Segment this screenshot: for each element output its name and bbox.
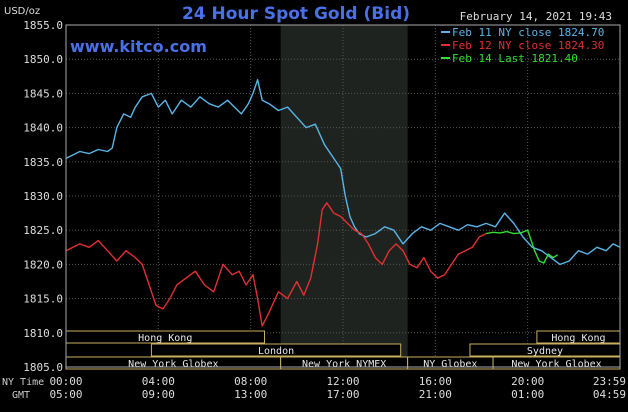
y-tick-label: 1810.0	[23, 327, 63, 340]
chart-date: February 14, 2021 19:43	[460, 10, 612, 23]
x-tick-label-ny: 00:00	[49, 375, 82, 388]
chart-title: 24 Hour Spot Gold (Bid)	[182, 4, 410, 24]
ny-time-row-label: NY Time	[2, 377, 44, 388]
y-tick-label: 1855.0	[23, 19, 63, 32]
session-label: NY Globex	[423, 359, 477, 370]
x-tick-label-ny: 20:00	[511, 375, 544, 388]
session-label: New York NYMEX	[302, 359, 386, 370]
legend-entry-feb11: Feb 11 NY close 1824.70	[452, 26, 604, 39]
y-tick-label: 1835.0	[23, 156, 63, 169]
session-label: Hong Kong	[551, 333, 605, 344]
y-tick-label: 1840.0	[23, 122, 63, 135]
session-label: Hong Kong	[138, 333, 192, 344]
y-tick-label: 1805.0	[23, 361, 63, 374]
legend-entry-feb14: Feb 14 Last 1821.40	[452, 52, 578, 65]
session-label: London	[258, 346, 294, 357]
session-bars: Hong Kong Hong Kong London Sydney New York G…	[65, 330, 621, 370]
y-tick-label: 1845.0	[23, 87, 63, 100]
x-tick-label-gmt: 13:00	[234, 388, 267, 401]
x-tick-label-gmt: 04:59	[593, 388, 626, 401]
x-tick-label-ny: 04:00	[142, 375, 175, 388]
y-tick-label: 1830.0	[23, 190, 63, 203]
x-tick-label-ny: 12:00	[326, 375, 359, 388]
session-bar	[150, 343, 402, 357]
legend: Feb 11 NY close 1824.70 Feb 12 NY close …	[441, 26, 604, 65]
session-label: New York Globex	[128, 359, 218, 370]
session-label: New York Globex	[511, 359, 601, 370]
x-tick-label-gmt: 05:00	[49, 388, 82, 401]
y-tick-label: 1850.0	[23, 53, 63, 66]
x-tick-label-ny: 16:00	[419, 375, 452, 388]
x-tick-label-gmt: 09:00	[142, 388, 175, 401]
gmt-row-label: GMT	[12, 390, 30, 401]
y-tick-labels: 1855.0 1850.0 1845.0 1840.0 1835.0 1830.0 1825…	[23, 19, 63, 374]
x-tick-label-gmt: 17:00	[326, 388, 359, 401]
series-line-2	[485, 229, 559, 264]
plot-frame	[65, 24, 621, 368]
series-lines	[65, 78, 621, 327]
y-tick-label: 1815.0	[23, 293, 63, 306]
y-axis-label: USD/oz	[4, 6, 40, 17]
x-tick-label-ny: 08:00	[234, 375, 267, 388]
watermark: www.kitco.com	[70, 37, 207, 56]
x-tick-label-gmt: 01:00	[511, 388, 544, 401]
x-tick-label-gmt: 21:00	[419, 388, 452, 401]
series-line-1	[65, 202, 487, 327]
legend-entry-feb12: Feb 12 NY close 1824.30	[452, 39, 604, 52]
nymex-session-shade	[280, 25, 408, 367]
session-label: Sydney	[527, 346, 563, 357]
series-line-0	[65, 78, 621, 266]
y-tick-label: 1825.0	[23, 224, 63, 237]
x-tick-label-ny: 23:59	[593, 375, 626, 388]
y-tick-label: 1820.0	[23, 258, 63, 271]
